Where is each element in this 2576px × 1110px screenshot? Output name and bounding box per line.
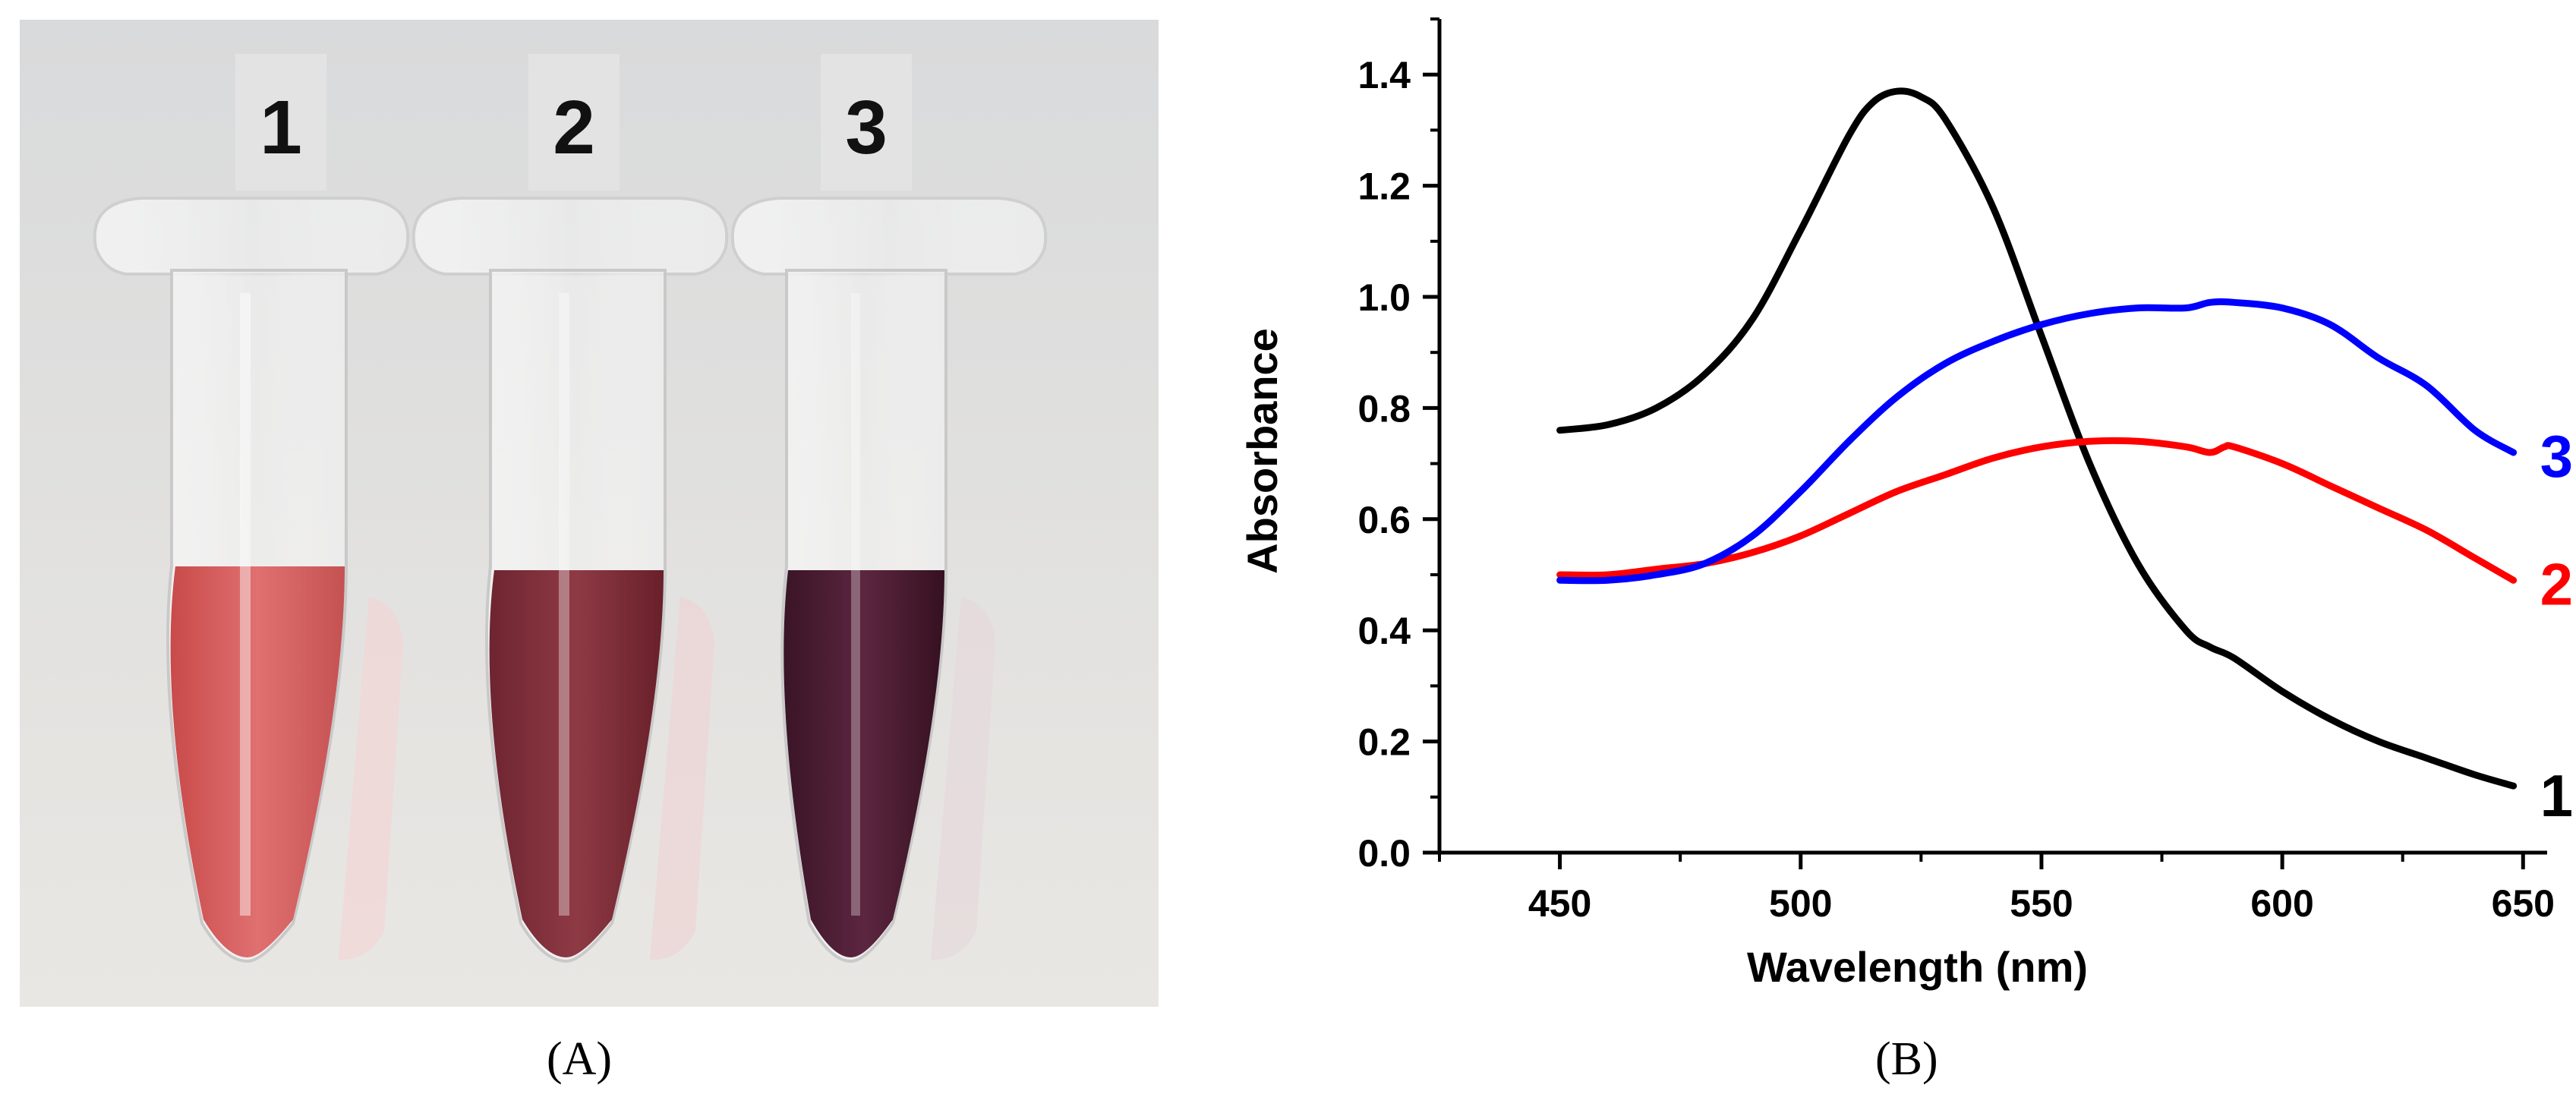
y-tick-label: 0.0 <box>1357 832 1411 875</box>
tube-label-2-text: 2 <box>553 85 595 170</box>
x-tick-label: 550 <box>2010 882 2073 925</box>
tube-photo: 1 2 3 <box>20 20 1159 1007</box>
x-tick-label: 650 <box>2492 882 2555 925</box>
tube-1-liquid <box>170 566 345 957</box>
tube-photo-drawing: 1 2 3 <box>20 20 1159 1007</box>
x-axis-title: Wavelength (nm) <box>1747 943 2088 991</box>
y-tick-label: 1.2 <box>1357 166 1411 208</box>
series-end-label-3: 3 <box>2540 423 2573 490</box>
tube-label-1: 1 <box>235 54 326 191</box>
y-tick-label: 1.0 <box>1357 276 1411 319</box>
tube-1 <box>93 197 410 963</box>
x-tick-label: 600 <box>2250 882 2313 925</box>
tube-label-3: 3 <box>821 54 912 191</box>
series-labels: 1 2 3 <box>2540 423 2573 829</box>
series-end-label-2: 2 <box>2540 550 2573 617</box>
y-axis-title: Absorbance <box>1238 328 1286 574</box>
tube-label-2: 2 <box>528 54 620 191</box>
tube-2-liquid <box>489 570 664 957</box>
tube-3-liquid <box>784 570 944 957</box>
absorbance-chart-svg: 0.0 0.2 0.4 0.6 0.8 1.0 1.2 1.4 450 500 550 600 650… <box>1238 17 2573 991</box>
y-tick-label: 0.6 <box>1357 499 1411 541</box>
panel-a-caption: (A) <box>547 1033 613 1085</box>
x-tick-label: 450 <box>1528 882 1591 925</box>
y-ticks: 0.0 0.2 0.4 0.6 0.8 1.0 1.2 1.4 <box>1357 17 1439 875</box>
absorbance-chart: 0.0 0.2 0.4 0.6 0.8 1.0 1.2 1.4 450 500 550 600 650… <box>1230 0 2576 1010</box>
x-ticks: 450 500 550 600 650 <box>1438 853 2555 925</box>
series-line-2 <box>1556 437 2518 584</box>
series-layer <box>1556 87 2518 790</box>
tube-3 <box>730 197 1048 963</box>
y-tick-label: 0.2 <box>1357 721 1411 764</box>
tube-2 <box>411 197 729 963</box>
series-end-label-1: 1 <box>2540 762 2573 829</box>
x-tick-label: 500 <box>1769 882 1832 925</box>
series-line-3 <box>1556 298 2518 585</box>
y-tick-label: 0.8 <box>1357 387 1411 430</box>
y-tick-label: 1.4 <box>1357 54 1411 96</box>
chart-axes <box>1437 19 2547 855</box>
y-tick-label: 0.4 <box>1357 610 1411 652</box>
tube-label-1-text: 1 <box>260 85 302 170</box>
tube-label-3-text: 3 <box>845 85 888 170</box>
panel-b-caption: (B) <box>1875 1033 1938 1085</box>
series-line-1 <box>1556 87 2518 790</box>
